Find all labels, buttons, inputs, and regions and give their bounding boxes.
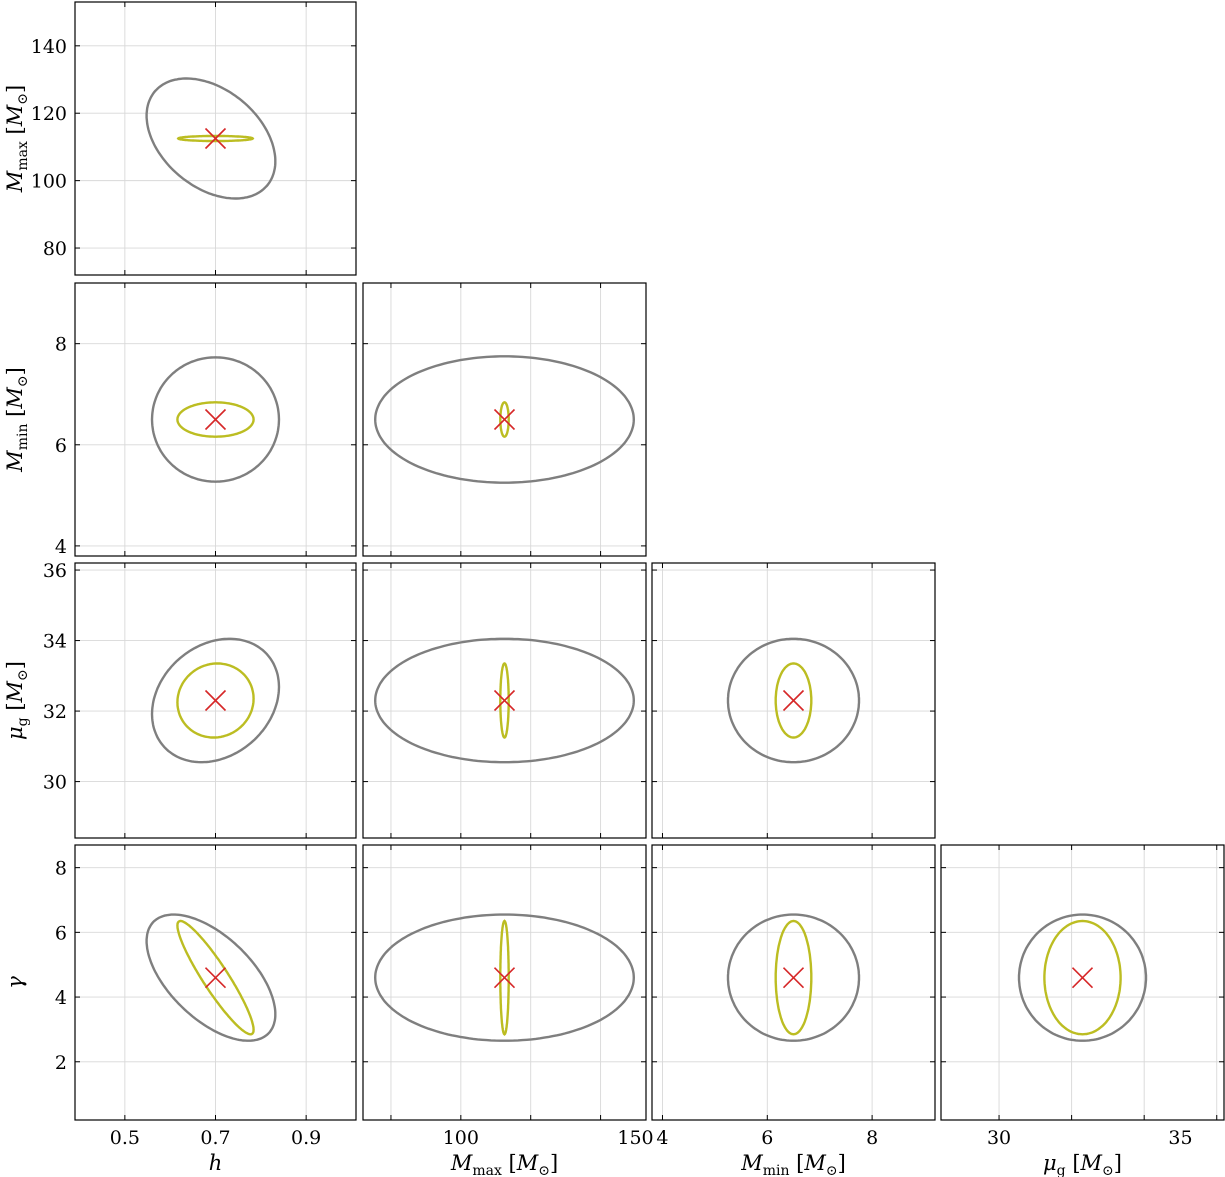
panel-frame xyxy=(652,845,935,1120)
truth-marker xyxy=(495,410,515,430)
panel-h-vs-gamma: 2 4 6 8 γ 0.5 0.7 0.9 h xyxy=(3,845,356,1175)
y-tick-label: 6 xyxy=(55,435,67,457)
y-tick-label: 34 xyxy=(43,631,67,653)
truth-marker xyxy=(784,691,804,711)
y-tick-label: 120 xyxy=(31,103,67,125)
panel-h-vs-M_max: 80 100 120 140 Mmax [M⊙] xyxy=(3,2,356,275)
y-axis-label: γ xyxy=(3,976,27,989)
truth-marker xyxy=(495,691,515,711)
outer-contour xyxy=(147,915,276,1041)
x-tick-label: 0.5 xyxy=(110,1127,140,1149)
y-tick-label: 100 xyxy=(31,171,67,193)
panel-M_max-vs-M_min xyxy=(363,283,646,556)
panel-frame xyxy=(941,845,1224,1120)
panel-M_min-vs-gamma: 4 6 8 Mmin [M⊙] xyxy=(652,845,935,1177)
panel-M_min-vs-mu_g xyxy=(652,563,935,838)
panel-h-vs-mu_g: 30 32 34 36 μg [M⊙] xyxy=(3,560,356,838)
x-tick-label: 8 xyxy=(866,1127,878,1149)
y-axis-label: Mmax [M⊙] xyxy=(3,85,31,193)
panel-M_max-vs-mu_g xyxy=(363,563,646,838)
y-tick-label: 8 xyxy=(55,334,67,356)
x-tick-label: 30 xyxy=(987,1127,1011,1149)
y-tick-label: 36 xyxy=(43,560,67,582)
y-tick-label: 80 xyxy=(43,238,67,260)
y-tick-label: 4 xyxy=(55,987,67,1009)
x-tick-label: 0.7 xyxy=(200,1127,230,1149)
x-axis-label: μg [M⊙] xyxy=(1043,1151,1122,1177)
truth-marker xyxy=(784,968,804,988)
x-axis-label: Mmax [M⊙] xyxy=(450,1151,558,1177)
y-tick-label: 30 xyxy=(43,772,67,794)
y-tick-label: 6 xyxy=(55,922,67,944)
panel-mu_g-vs-gamma: 30 35 μg [M⊙] xyxy=(941,845,1224,1177)
truth-marker xyxy=(1073,968,1093,988)
x-axis-label: Mmin [M⊙] xyxy=(740,1151,846,1177)
panel-frame xyxy=(363,845,646,1120)
y-tick-label: 2 xyxy=(55,1052,67,1074)
y-tick-label: 8 xyxy=(55,858,67,880)
x-tick-label: 35 xyxy=(1168,1127,1192,1149)
x-tick-label: 0.9 xyxy=(291,1127,321,1149)
y-axis-label: μg [M⊙] xyxy=(3,661,31,740)
y-tick-label: 32 xyxy=(43,701,67,723)
x-axis-label: h xyxy=(209,1151,223,1175)
panel-M_max-vs-gamma: 100 150 Mmax [M⊙] xyxy=(363,845,654,1177)
y-tick-label: 4 xyxy=(55,536,67,558)
x-tick-label: 6 xyxy=(761,1127,773,1149)
truth-marker xyxy=(495,968,515,988)
y-tick-label: 140 xyxy=(31,36,67,58)
x-tick-label: 150 xyxy=(617,1127,653,1149)
x-tick-label: 100 xyxy=(443,1127,479,1149)
y-axis-label: Mmin [M⊙] xyxy=(3,367,31,473)
x-tick-label: 4 xyxy=(656,1127,668,1149)
panel-h-vs-M_min: 4 6 8 Mmin [M⊙] xyxy=(3,283,356,558)
